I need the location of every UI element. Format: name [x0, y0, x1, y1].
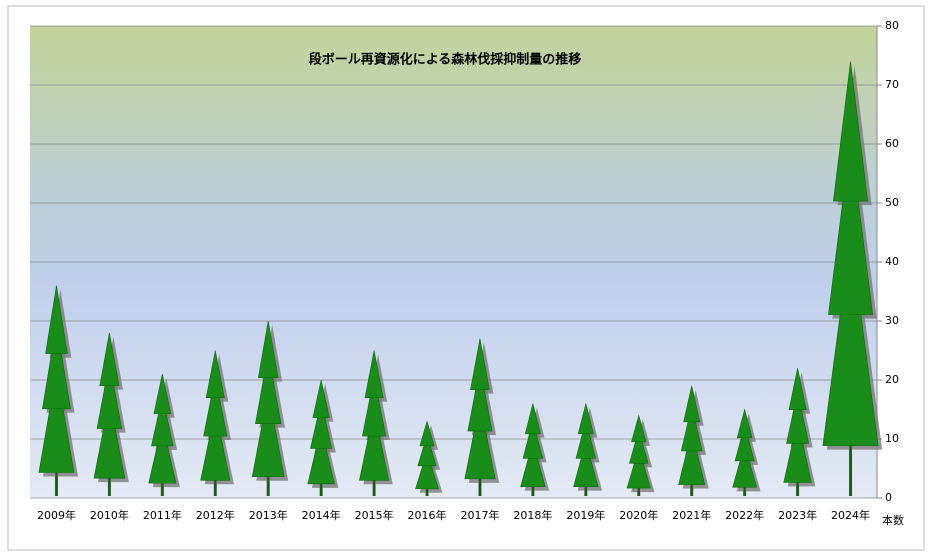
y-tick-label: 80	[885, 19, 899, 32]
tree-tier	[96, 362, 123, 429]
tree-tier	[470, 338, 490, 390]
tree-tier	[255, 352, 282, 424]
tree-tier	[417, 434, 437, 467]
tree-tier	[419, 420, 435, 447]
tree	[573, 403, 603, 496]
x-tick-label: 2009年	[37, 508, 76, 522]
tree-tier	[364, 350, 384, 399]
x-tick-label: 2014年	[302, 508, 341, 522]
x-tick-label: 2024年	[831, 508, 870, 522]
tree-tier	[736, 408, 753, 439]
tree-tier	[362, 376, 387, 437]
x-tick-label: 2013年	[249, 508, 288, 522]
y-tick-label: 60	[885, 137, 899, 150]
x-tick-label: 2018年	[513, 508, 552, 522]
y-tick-label: 30	[885, 314, 899, 327]
y-tick-label: 70	[885, 78, 899, 91]
x-tick-label: 2015年	[355, 508, 394, 522]
tree	[148, 374, 180, 496]
tree-tier	[783, 420, 812, 483]
tree-tier	[522, 419, 544, 459]
tree-tier	[683, 385, 701, 423]
tree-tier	[310, 401, 333, 449]
tree	[251, 320, 289, 496]
tree-tier	[577, 403, 594, 435]
tree-tier	[786, 391, 810, 444]
tree-tier	[205, 350, 225, 399]
tree	[783, 368, 816, 496]
tree-tier	[153, 374, 172, 415]
tree-tier	[833, 61, 869, 202]
tree	[38, 285, 79, 496]
tree	[415, 420, 443, 496]
tree	[307, 379, 339, 496]
x-tick-label: 2022年	[725, 508, 764, 522]
x-tick-label: 2017年	[460, 508, 499, 522]
tree-tier	[575, 419, 597, 459]
tree	[822, 61, 883, 496]
tree-tier	[151, 396, 174, 447]
y-tick-label: 0	[885, 491, 892, 504]
tree-tier	[251, 391, 285, 478]
x-tick-label: 2023年	[778, 508, 817, 522]
tree-tier	[148, 423, 177, 484]
tree-tier	[732, 443, 758, 488]
tree-tier	[520, 440, 546, 487]
tree-tier	[828, 139, 873, 315]
x-tick-label: 2016年	[408, 508, 447, 522]
tree-tier	[99, 332, 120, 386]
tree-tier	[42, 323, 71, 410]
tree-tier	[680, 406, 703, 452]
tree-tier	[203, 376, 228, 437]
y-tick-label: 50	[885, 196, 899, 209]
tree-tier	[38, 370, 75, 473]
x-tick-label: 2021年	[672, 508, 711, 522]
y-tick-label: 10	[885, 432, 899, 445]
tree-tier	[524, 403, 541, 435]
chart-title: 段ボール再資源化による森林伐採抑制量の推移	[309, 52, 582, 68]
tree-tier	[629, 429, 649, 464]
tree-tier	[631, 414, 647, 443]
tree	[732, 408, 761, 496]
x-tick-label: 2019年	[566, 508, 605, 522]
tree	[678, 385, 709, 496]
tree-tier	[788, 368, 807, 411]
tree-tier	[93, 398, 126, 479]
tree	[359, 350, 393, 496]
tree-tier	[415, 450, 439, 490]
tree-tier	[822, 236, 879, 446]
tree-tier	[200, 409, 231, 481]
tree	[520, 403, 550, 496]
x-tick-label: 2010年	[90, 508, 129, 522]
tree-tier	[626, 447, 651, 489]
x-tick-label: 2011年	[143, 508, 182, 522]
tree-tier	[467, 367, 493, 432]
tree-tier	[464, 402, 496, 480]
x-tick-label: 2020年	[619, 508, 658, 522]
tree-tier	[678, 430, 706, 485]
tree	[200, 350, 234, 496]
tree-tier	[734, 424, 755, 462]
chart-border	[7, 5, 925, 551]
y-tick-label: 40	[885, 255, 899, 268]
tree-tier	[312, 379, 330, 419]
tree	[93, 332, 129, 496]
tree-tier	[257, 320, 279, 378]
y-axis-label: 本数	[882, 513, 904, 527]
tree-tier	[359, 409, 390, 481]
tree-tier	[307, 427, 335, 485]
tree-tier	[573, 440, 599, 487]
x-tick-label: 2012年	[196, 508, 235, 522]
tree	[464, 338, 500, 496]
y-tick-label: 20	[885, 373, 899, 386]
tree	[626, 414, 655, 496]
tree-tier	[45, 285, 68, 354]
